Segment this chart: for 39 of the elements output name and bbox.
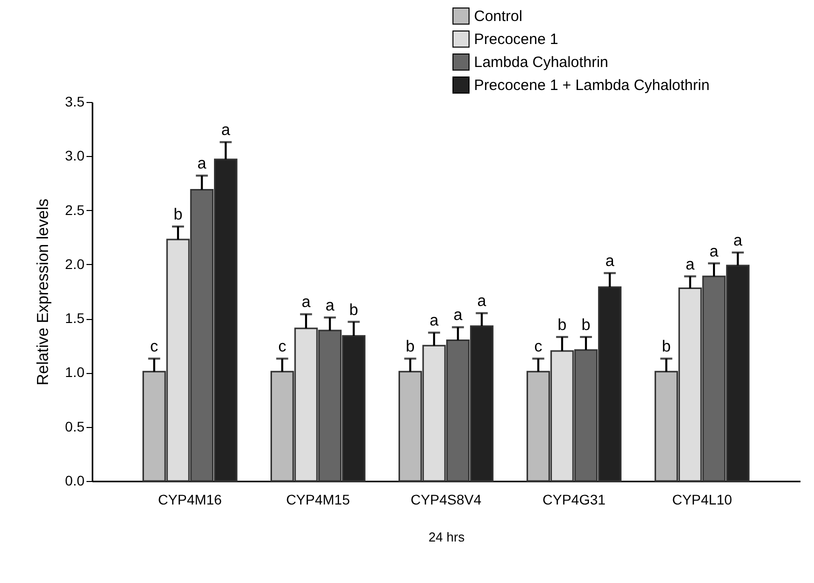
data-label: a (221, 122, 230, 140)
y-tick-label: 0.0 (65, 472, 85, 488)
y-tick-label: 2.0 (65, 256, 85, 272)
data-label: c (534, 338, 542, 356)
data-label: a (477, 293, 486, 310)
data-label: a (710, 243, 719, 260)
data-label: a (686, 256, 695, 274)
legend-label: Lambda Cyhalothrin (474, 54, 608, 71)
x-tick-label: CYP4M15 (286, 492, 350, 508)
data-label: b (406, 338, 415, 356)
data-label: c (150, 338, 158, 356)
data-label: b (581, 316, 590, 334)
data-label: a (302, 294, 311, 312)
x-tick-label: CYP4G31 (542, 492, 606, 508)
data-label: b (662, 338, 671, 356)
y-tick-label: 2.5 (65, 202, 85, 218)
y-tick-label: 0.5 (65, 418, 85, 434)
x-tick-label: CYP4S8V4 (410, 492, 482, 508)
data-label: b (174, 206, 183, 224)
x-tick-label: CYP4M16 (158, 492, 222, 508)
y-tick-label: 1.5 (65, 310, 85, 326)
data-label: a (325, 297, 334, 314)
data-label: a (453, 307, 462, 324)
x-tick-label: CYP4L10 (672, 492, 732, 508)
data-label: a (197, 156, 206, 173)
y-tick-label: 1.0 (65, 364, 85, 380)
legend-label: Precocene 1 (474, 31, 558, 48)
y-axis-title: Relative Expression levels (35, 198, 52, 386)
x-axis-title: 24 hrs (428, 530, 466, 544)
data-label: b (349, 302, 358, 319)
legend-label: Precocene 1 + Lambda Cyhalothrin (474, 77, 710, 94)
data-label: a (605, 253, 614, 270)
y-tick-label: 3.5 (65, 94, 85, 110)
y-tick-label: 3.0 (65, 148, 85, 164)
legend-label: Control (474, 8, 522, 25)
data-label: a (733, 232, 742, 250)
data-label: b (558, 316, 567, 334)
data-label: c (278, 338, 286, 356)
data-label: a (430, 312, 439, 330)
